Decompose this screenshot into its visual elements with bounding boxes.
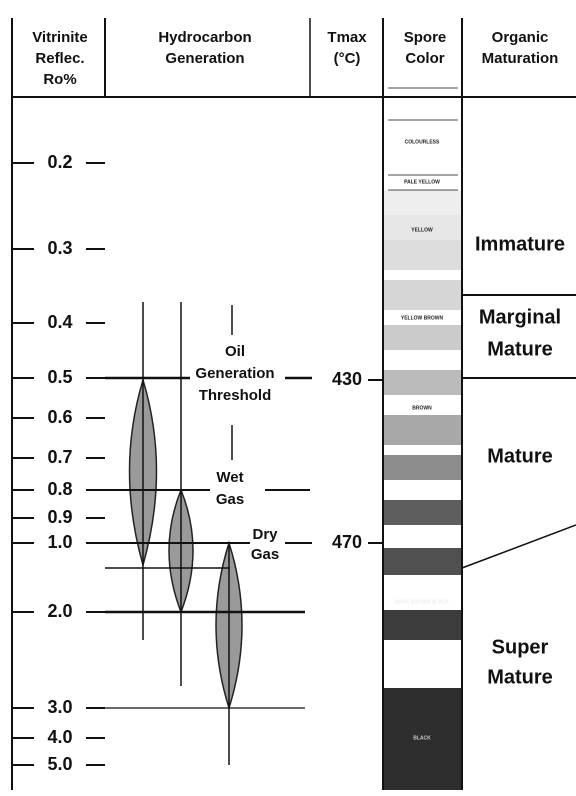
ro-label: 1.0 [47, 532, 72, 552]
column-header: Hydrocarbon [158, 29, 251, 46]
spore-label: YELLOW BROWN [401, 315, 444, 321]
hc-label: Oil [225, 343, 245, 360]
spore-label: YELLOW [411, 227, 433, 233]
hc-label: Dry [252, 526, 278, 543]
column-header: Ro% [43, 71, 76, 88]
ro-label: 0.8 [47, 479, 72, 499]
spore-label: COLOURLESS [405, 139, 440, 145]
maturation-label: Immature [475, 233, 565, 255]
ro-label: 0.5 [47, 367, 72, 387]
column-header: (°C) [334, 50, 361, 67]
tmax-label: 470 [332, 532, 362, 552]
ro-label: 0.4 [47, 312, 72, 332]
maturation-label: Mature [487, 338, 553, 360]
ro-label: 3.0 [47, 697, 72, 717]
column-header: Maturation [482, 50, 559, 67]
ro-label: 4.0 [47, 727, 72, 747]
ro-label: 5.0 [47, 754, 72, 774]
spore-label: BROWN [412, 405, 432, 411]
column-header: Reflec. [35, 50, 84, 67]
ro-label: 0.7 [47, 447, 72, 467]
maturation-label: Marginal [479, 306, 561, 328]
spore-label: DARK BROWN BLACK [395, 599, 450, 605]
spore-bands [384, 88, 461, 790]
hc-label: Gas [216, 491, 244, 508]
tmax-label: 430 [332, 369, 362, 389]
spore-label: PALE YELLOW [404, 179, 440, 185]
diagram: Vitrinite Reflec. Ro% Hydrocarbon Generation… [0, 0, 576, 796]
column-header: Generation [165, 50, 244, 67]
column-header: Tmax [327, 29, 367, 46]
maturation-label: Mature [487, 445, 553, 467]
spore-label: BLACK [413, 735, 431, 741]
hc-label: Generation [195, 365, 274, 382]
ro-label: 2.0 [47, 601, 72, 621]
column-header: Organic [492, 29, 549, 46]
maturation-label: Super [492, 636, 549, 658]
column-header: Vitrinite [32, 29, 88, 46]
column-header: Spore [404, 29, 447, 46]
ro-label: 0.2 [47, 152, 72, 172]
ro-label: 0.6 [47, 407, 72, 427]
hc-label: Threshold [199, 387, 272, 404]
ro-label: 0.9 [47, 507, 72, 527]
maturation-label: Mature [487, 666, 553, 688]
hc-label: Wet [216, 469, 243, 486]
column-header: Color [405, 50, 444, 67]
hc-label: Gas [251, 546, 279, 563]
ro-label: 0.3 [47, 238, 72, 258]
